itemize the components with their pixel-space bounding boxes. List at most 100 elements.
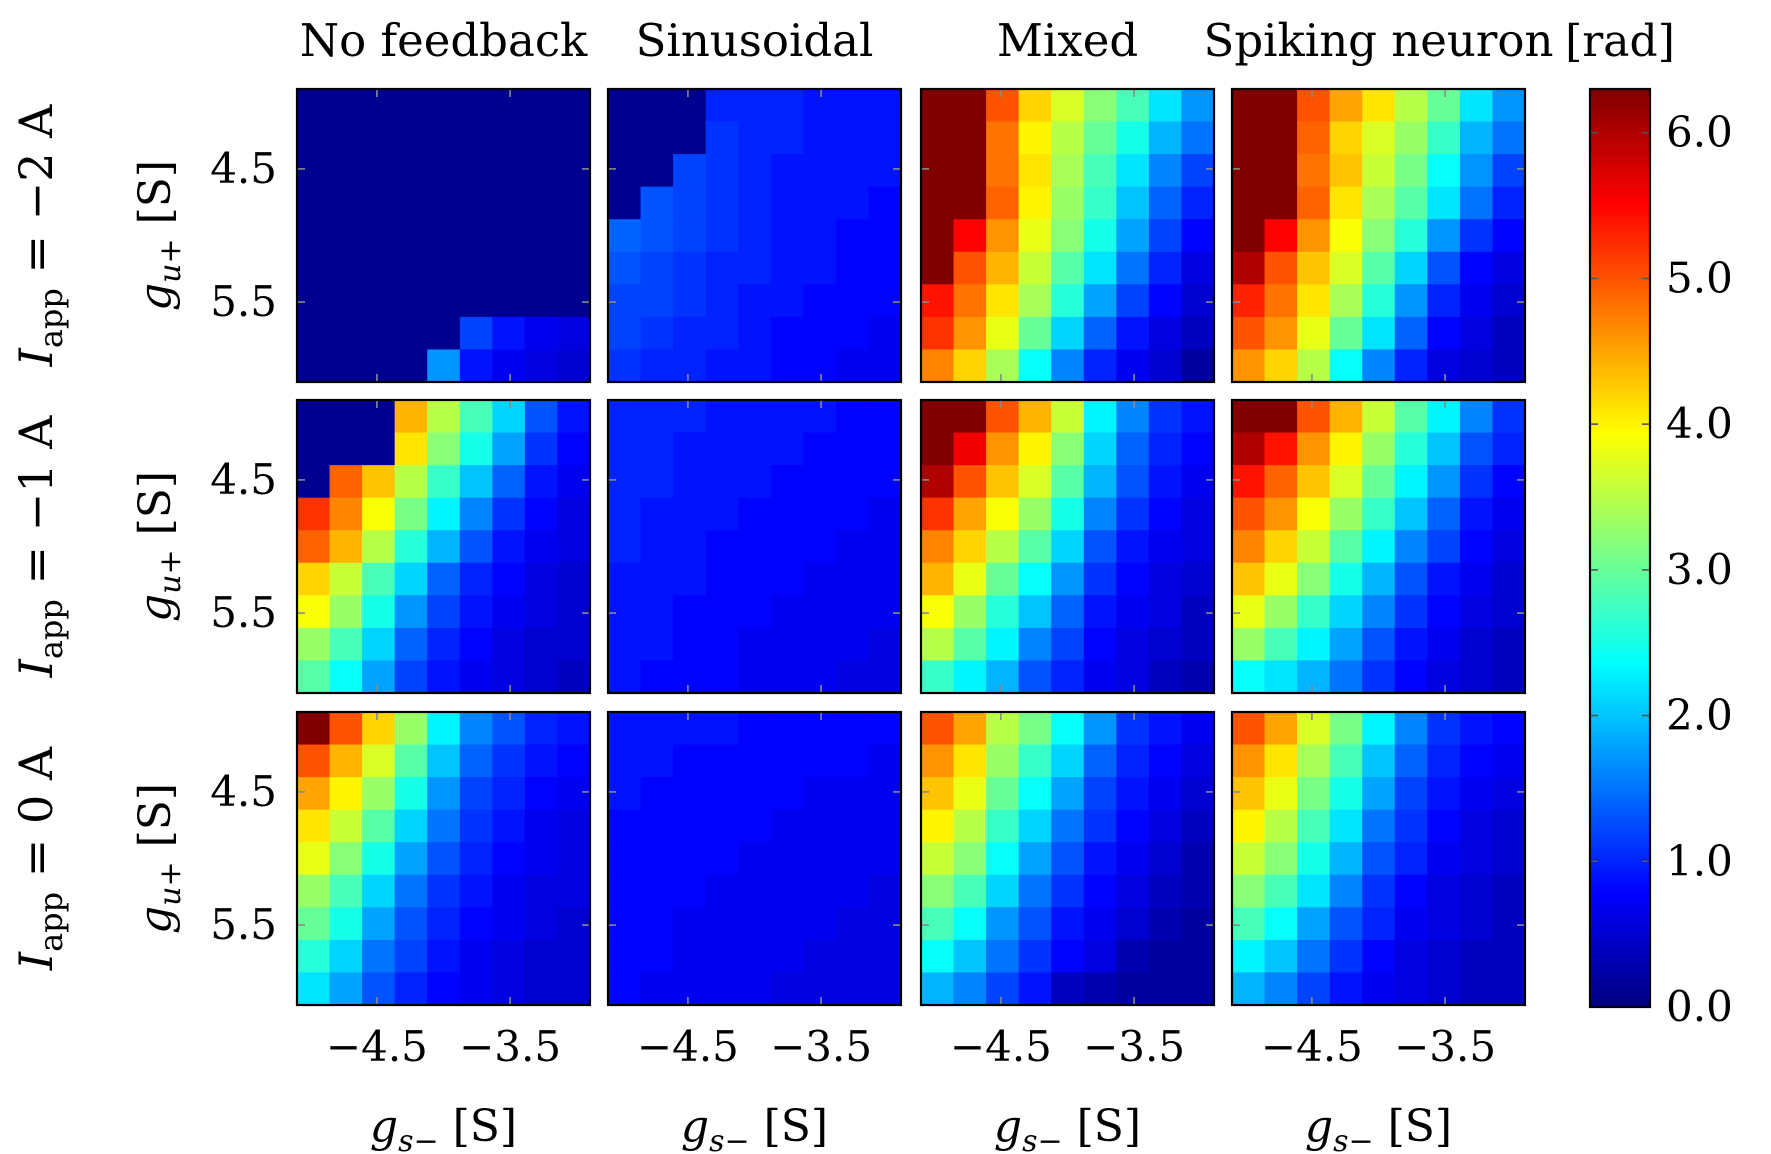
heatmap-cell <box>1148 627 1183 662</box>
heatmap-cell <box>1181 972 1215 1006</box>
heatmap-cell <box>1459 712 1494 746</box>
heatmap-cell <box>1148 660 1183 694</box>
heatmap-cell <box>329 284 363 318</box>
heatmap-cell <box>427 907 461 941</box>
heatmap-cell <box>557 660 591 694</box>
heatmap-cell <box>640 939 674 974</box>
heatmap-cell <box>953 809 987 843</box>
heatmap-cell <box>1329 744 1363 778</box>
heatmap-cell <box>803 530 837 564</box>
heatmap-cell <box>524 712 559 746</box>
heatmap-cell <box>1297 284 1331 318</box>
heatmap-cell <box>362 284 396 318</box>
heatmap-cell <box>738 154 772 188</box>
heatmap-cell <box>524 465 559 499</box>
heatmap-cell <box>394 284 428 318</box>
heatmap-cell <box>953 562 987 596</box>
heatmap-cell <box>1051 809 1085 843</box>
heatmap-cell <box>1051 186 1085 220</box>
heatmap-cell <box>803 284 837 318</box>
heatmap-cell <box>770 562 804 596</box>
row-label: Iapp = 0 A <box>9 746 70 971</box>
heatmap-cell <box>394 874 428 908</box>
heatmap-cell <box>394 154 428 188</box>
heatmap-cell <box>492 842 526 876</box>
heatmap-cell <box>640 316 674 351</box>
heatmap-cell <box>738 907 772 941</box>
heatmap-cell <box>1492 89 1526 123</box>
heatmap-cell <box>1018 777 1052 811</box>
heatmap-cell <box>362 89 396 123</box>
heatmap-cell <box>640 627 674 662</box>
heatmap-cell <box>1394 219 1428 253</box>
heatmap-cell <box>1492 777 1526 811</box>
heatmap-cell <box>1232 186 1266 220</box>
heatmap-cell <box>557 432 591 466</box>
column-titles: No feedback Sinusoidal Mixed Spiking neuron <box>300 14 1554 67</box>
heatmap-cell <box>608 284 642 318</box>
heatmap-cell <box>673 712 707 746</box>
heatmap-cell <box>608 842 642 876</box>
heatmap-cell <box>868 219 902 253</box>
heatmap-cell <box>1394 595 1428 629</box>
heatmap-cell <box>394 530 428 564</box>
heatmap-cell <box>1181 497 1215 531</box>
heatmap-cell <box>1232 497 1266 531</box>
heatmap-cell <box>1018 744 1052 778</box>
heatmap-cell <box>394 349 428 383</box>
heatmap-cell <box>953 400 987 434</box>
heatmap-cell <box>608 349 642 383</box>
heatmap-cell <box>835 121 870 155</box>
heatmap-cell <box>921 186 955 220</box>
heatmap-cell <box>297 595 331 629</box>
heatmap-cell <box>673 939 707 974</box>
heatmap-cell <box>673 972 707 1006</box>
heatmap-cell <box>953 432 987 466</box>
y-tick-label: 4.5 <box>210 144 277 193</box>
heatmap-cell <box>459 284 493 318</box>
heatmap-cell <box>459 154 493 188</box>
heatmap-cell <box>1427 595 1461 629</box>
heatmap-cell <box>1083 186 1117 220</box>
heatmap-cell <box>1051 121 1085 155</box>
heatmap-cell <box>770 497 804 531</box>
heatmap-cell <box>986 497 1020 531</box>
heatmap-cell <box>705 874 739 908</box>
heatmap-cell <box>640 744 674 778</box>
heatmap-cell <box>921 219 955 253</box>
heatmap-cell <box>1181 400 1215 434</box>
heatmap-cell <box>427 400 461 434</box>
heatmap-cell <box>1083 777 1117 811</box>
heatmap-cell <box>1148 154 1183 188</box>
heatmap-cell <box>557 530 591 564</box>
heatmap-cell <box>770 842 804 876</box>
heatmap-cell <box>1181 842 1215 876</box>
heatmap-cell <box>705 497 739 531</box>
heatmap-cell <box>492 497 526 531</box>
heatmap-cell <box>1492 186 1526 220</box>
heatmap-cell <box>1018 154 1052 188</box>
heatmap-cell <box>835 907 870 941</box>
heatmap-cell <box>1297 219 1331 253</box>
heatmap-cell <box>362 432 396 466</box>
heatmap-cell <box>557 972 591 1006</box>
heatmap-cell <box>1116 89 1150 123</box>
heatmap-cell <box>1232 432 1266 466</box>
heatmap-cell <box>868 284 902 318</box>
heatmap-cell <box>1018 907 1052 941</box>
heatmap-cell <box>608 154 642 188</box>
heatmap-cell <box>427 432 461 466</box>
heatmap-cell <box>1362 186 1396 220</box>
heatmap-cell <box>1297 939 1331 974</box>
heatmap-cell <box>329 660 363 694</box>
heatmap-cell <box>492 89 526 123</box>
heatmap-cell <box>986 874 1020 908</box>
heatmap-cell <box>1427 497 1461 531</box>
heatmap-cell <box>1051 907 1085 941</box>
heatmap-cell <box>492 744 526 778</box>
heatmap-cell <box>1264 121 1298 155</box>
heatmap-cell <box>953 251 987 285</box>
heatmap-cell <box>524 972 559 1006</box>
heatmap-cell <box>329 219 363 253</box>
heatmap-cell <box>1459 809 1494 843</box>
